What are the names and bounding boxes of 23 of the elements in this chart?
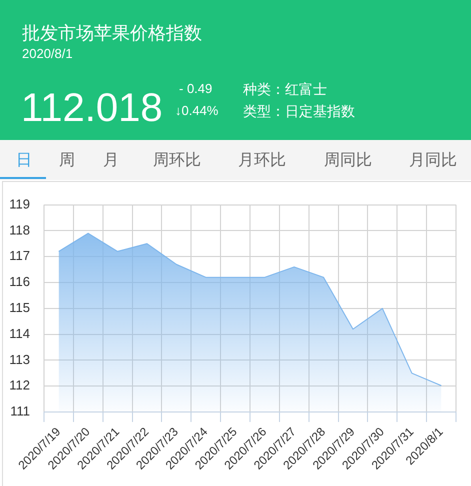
text: ↓0.44% <box>175 103 218 118</box>
text: - 0.49 <box>179 81 212 96</box>
y-tick-label: 111 <box>10 404 30 419</box>
text: 月环比 <box>238 152 286 169</box>
text: 周环比 <box>153 152 201 169</box>
text: 日 <box>16 152 32 169</box>
y-tick-label: 114 <box>9 326 30 341</box>
y-tick-label: 115 <box>9 300 30 315</box>
y-tick-label: 112 <box>9 378 30 393</box>
text: 月 <box>103 152 119 169</box>
chart-title: 批发市场苹果价格指数 <box>22 23 202 43</box>
y-tick-label: 113 <box>9 352 30 367</box>
y-tick-label: 118 <box>9 222 30 238</box>
text: 112.018 <box>21 86 163 130</box>
text: 类型：日定基指数 <box>243 103 355 119</box>
y-tick-label: 117 <box>9 248 30 264</box>
text: 月同比 <box>409 152 457 169</box>
text: 周 <box>59 152 75 169</box>
y-tick-label: 116 <box>9 274 30 290</box>
text: 周同比 <box>324 152 372 169</box>
text: 种类：红富士 <box>243 81 327 97</box>
y-tick-label: 119 <box>9 196 30 212</box>
chart-subtitle: 2020/8/1 <box>22 46 73 61</box>
